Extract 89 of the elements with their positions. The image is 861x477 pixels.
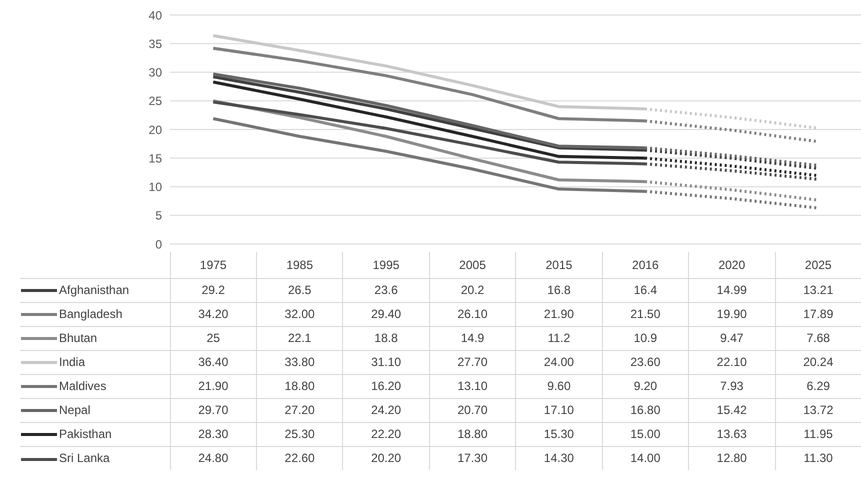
x-tick-label: 1975 [170, 252, 256, 278]
data-label: 11.30 [775, 446, 861, 470]
data-label: 25.30 [256, 422, 343, 446]
y-tick-label: 40 [148, 8, 162, 22]
data-label: 17.10 [516, 398, 602, 422]
data-label: 20.2 [429, 278, 516, 302]
x-tick-label: 1985 [256, 252, 343, 278]
data-label: 14.99 [688, 278, 775, 302]
data-label: 26.10 [429, 302, 516, 326]
legend-label: Pakisthan [59, 427, 112, 441]
data-label: 14.30 [516, 446, 602, 470]
legend-label: Nepal [59, 403, 90, 417]
data-label: 17.30 [429, 446, 516, 470]
data-label: 15.30 [516, 422, 602, 446]
data-label: 13.10 [429, 374, 516, 398]
data-label: 20.70 [429, 398, 516, 422]
y-tick-label: 5 [155, 208, 162, 223]
y-tick-label: 30 [148, 66, 162, 80]
data-label: 27.20 [256, 398, 343, 422]
data-label: 6.29 [775, 374, 861, 398]
data-label: 29.2 [170, 278, 256, 302]
data-label: 16.80 [602, 398, 689, 422]
data-label: 22.1 [256, 326, 343, 350]
y-tick-label: 10 [148, 180, 162, 194]
data-label: 28.30 [170, 422, 256, 446]
data-label: 22.20 [342, 422, 430, 446]
data-label: 15.42 [688, 398, 775, 422]
legend-label: India [59, 355, 86, 369]
legend-label: Afghanisthan [59, 283, 130, 297]
data-label: 24.20 [342, 398, 430, 422]
data-label: 14.9 [429, 326, 516, 350]
y-tick-label: 25 [148, 94, 162, 108]
data-label: 34.20 [170, 302, 256, 326]
x-tick-label: 2020 [688, 252, 775, 278]
data-label: 29.40 [342, 302, 430, 326]
data-label: 12.80 [688, 446, 775, 470]
data-label: 22.60 [256, 446, 343, 470]
data-label: 23.60 [602, 350, 689, 374]
legend-label: Bangladesh [59, 307, 122, 321]
data-label: 36.40 [170, 350, 256, 374]
y-tick-label: 35 [148, 36, 162, 51]
data-label: 20.20 [342, 446, 430, 470]
data-label: 19.90 [688, 302, 775, 326]
data-label: 26.5 [256, 278, 343, 302]
x-tick-label: 2016 [602, 252, 689, 278]
data-label: 9.60 [516, 374, 602, 398]
data-label: 27.70 [429, 350, 516, 374]
data-label: 9.47 [688, 326, 775, 350]
data-label: 13.21 [775, 278, 861, 302]
legend-label: Bhutan [59, 331, 98, 345]
data-label: 16.8 [516, 278, 602, 302]
data-label: 17.89 [775, 302, 861, 326]
data-label: 23.6 [342, 278, 430, 302]
data-label: 20.24 [775, 350, 861, 374]
data-label: 18.80 [429, 422, 516, 446]
data-label: 24.80 [170, 446, 256, 470]
data-label: 33.80 [256, 350, 343, 374]
data-label: 16.20 [342, 374, 430, 398]
data-label: 32.00 [256, 302, 343, 326]
data-label: 24.00 [516, 350, 602, 374]
legend-label: Sri Lanka [59, 451, 110, 466]
data-label: 11.2 [516, 326, 602, 350]
data-label: 25 [170, 326, 256, 350]
data-label: 21.90 [516, 302, 602, 326]
data-label: 13.72 [775, 398, 861, 422]
data-label: 29.70 [170, 398, 256, 422]
data-label: 10.9 [602, 326, 689, 350]
x-tick-label: 2025 [775, 252, 861, 278]
legend-label: Maldives [59, 379, 106, 393]
data-label: 7.93 [688, 374, 775, 398]
data-label: 18.8 [342, 326, 430, 350]
x-tick-label: 2015 [516, 252, 602, 278]
data-label: 21.50 [602, 302, 689, 326]
data-label: 22.10 [688, 350, 775, 374]
data-label: 14.00 [602, 446, 689, 470]
data-label: 18.80 [256, 374, 343, 398]
data-label: 21.90 [170, 374, 256, 398]
data-label: 7.68 [775, 326, 861, 350]
data-label: 9.20 [602, 374, 689, 398]
data-label: 13.63 [688, 422, 775, 446]
data-label: 11.95 [775, 422, 861, 446]
x-tick-label: 2005 [429, 252, 516, 278]
y-tick-label: 20 [148, 122, 162, 137]
x-tick-label: 1995 [342, 252, 430, 278]
data-label: 31.10 [342, 350, 430, 374]
y-tick-label: 15 [148, 151, 162, 166]
data-label: 16.4 [602, 278, 689, 302]
data-label: 15.00 [602, 422, 689, 446]
y-tick-label: 0 [155, 237, 162, 252]
